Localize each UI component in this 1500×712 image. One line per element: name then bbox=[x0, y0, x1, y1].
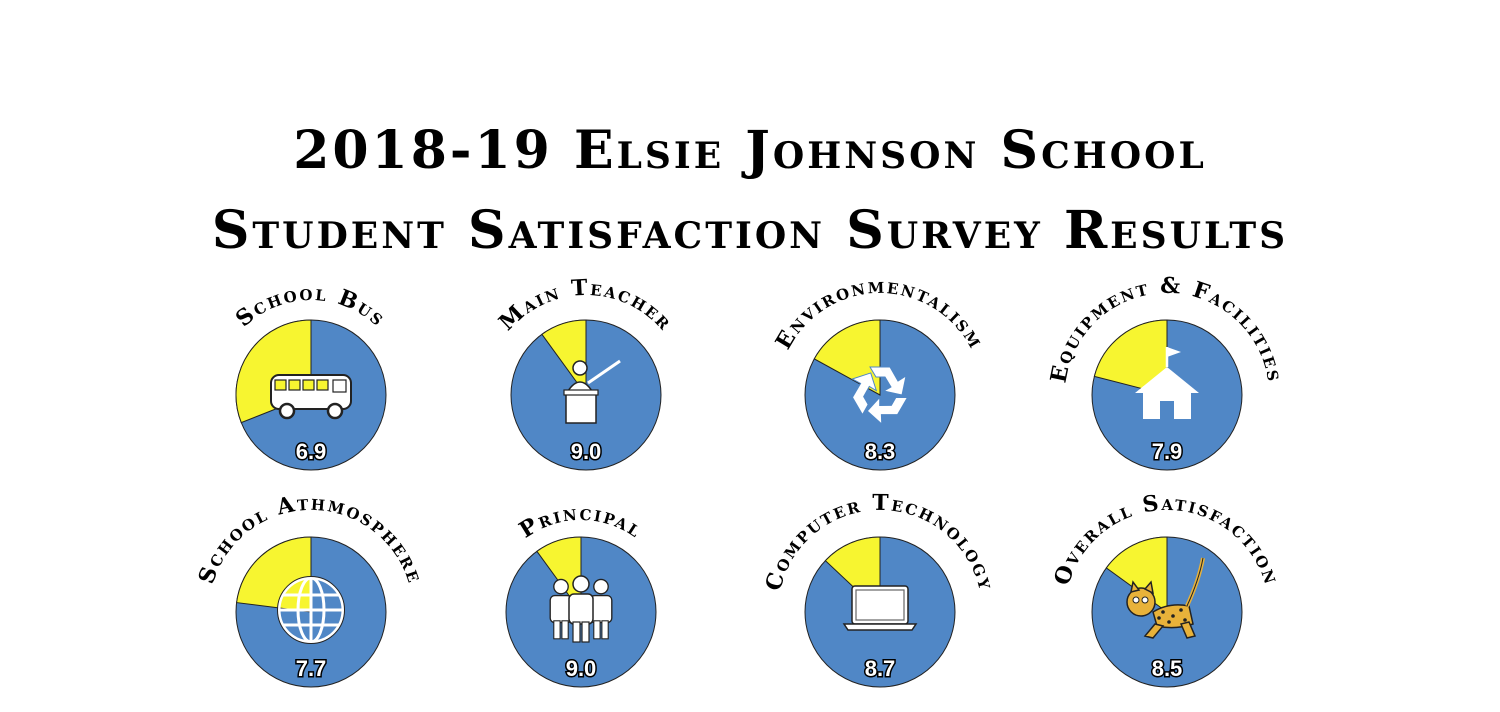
value-label-equipment-and-facilities: 7.9 bbox=[1152, 439, 1183, 464]
slice-school-athmosphere-unsatisfied bbox=[236, 536, 312, 613]
title-line-1: 2018-19 Elsie Johnson School bbox=[293, 120, 1207, 181]
school-bus-icon bbox=[270, 374, 352, 420]
laptop-icon bbox=[842, 585, 918, 631]
slice-principal-unsatisfied bbox=[536, 536, 582, 614]
globe-icon bbox=[277, 576, 345, 644]
value-label-overall-satisfaction: 8.5 bbox=[1152, 656, 1183, 681]
value-label-principal: 9.0 bbox=[566, 656, 597, 681]
schoolhouse-icon bbox=[1135, 347, 1199, 419]
people-icon bbox=[549, 575, 613, 643]
value-label-environmentalism: 8.3 bbox=[865, 439, 896, 464]
value-label-computer-technology: 8.7 bbox=[865, 656, 896, 681]
value-label-school-athmosphere: 7.7 bbox=[296, 656, 327, 681]
value-label-school-bus: 6.9 bbox=[296, 439, 327, 464]
value-label-main-teacher: 9.0 bbox=[571, 439, 602, 464]
title-line-2: Student Satisfaction Survey Results bbox=[211, 200, 1289, 261]
slice-main-teacher-unsatisfied bbox=[541, 319, 587, 397]
slice-equipment-and-facilities-unsatisfied bbox=[1093, 319, 1168, 396]
teacher-icon bbox=[563, 359, 621, 424]
recycle-icon bbox=[851, 366, 909, 426]
leopard-icon bbox=[1126, 557, 1205, 639]
